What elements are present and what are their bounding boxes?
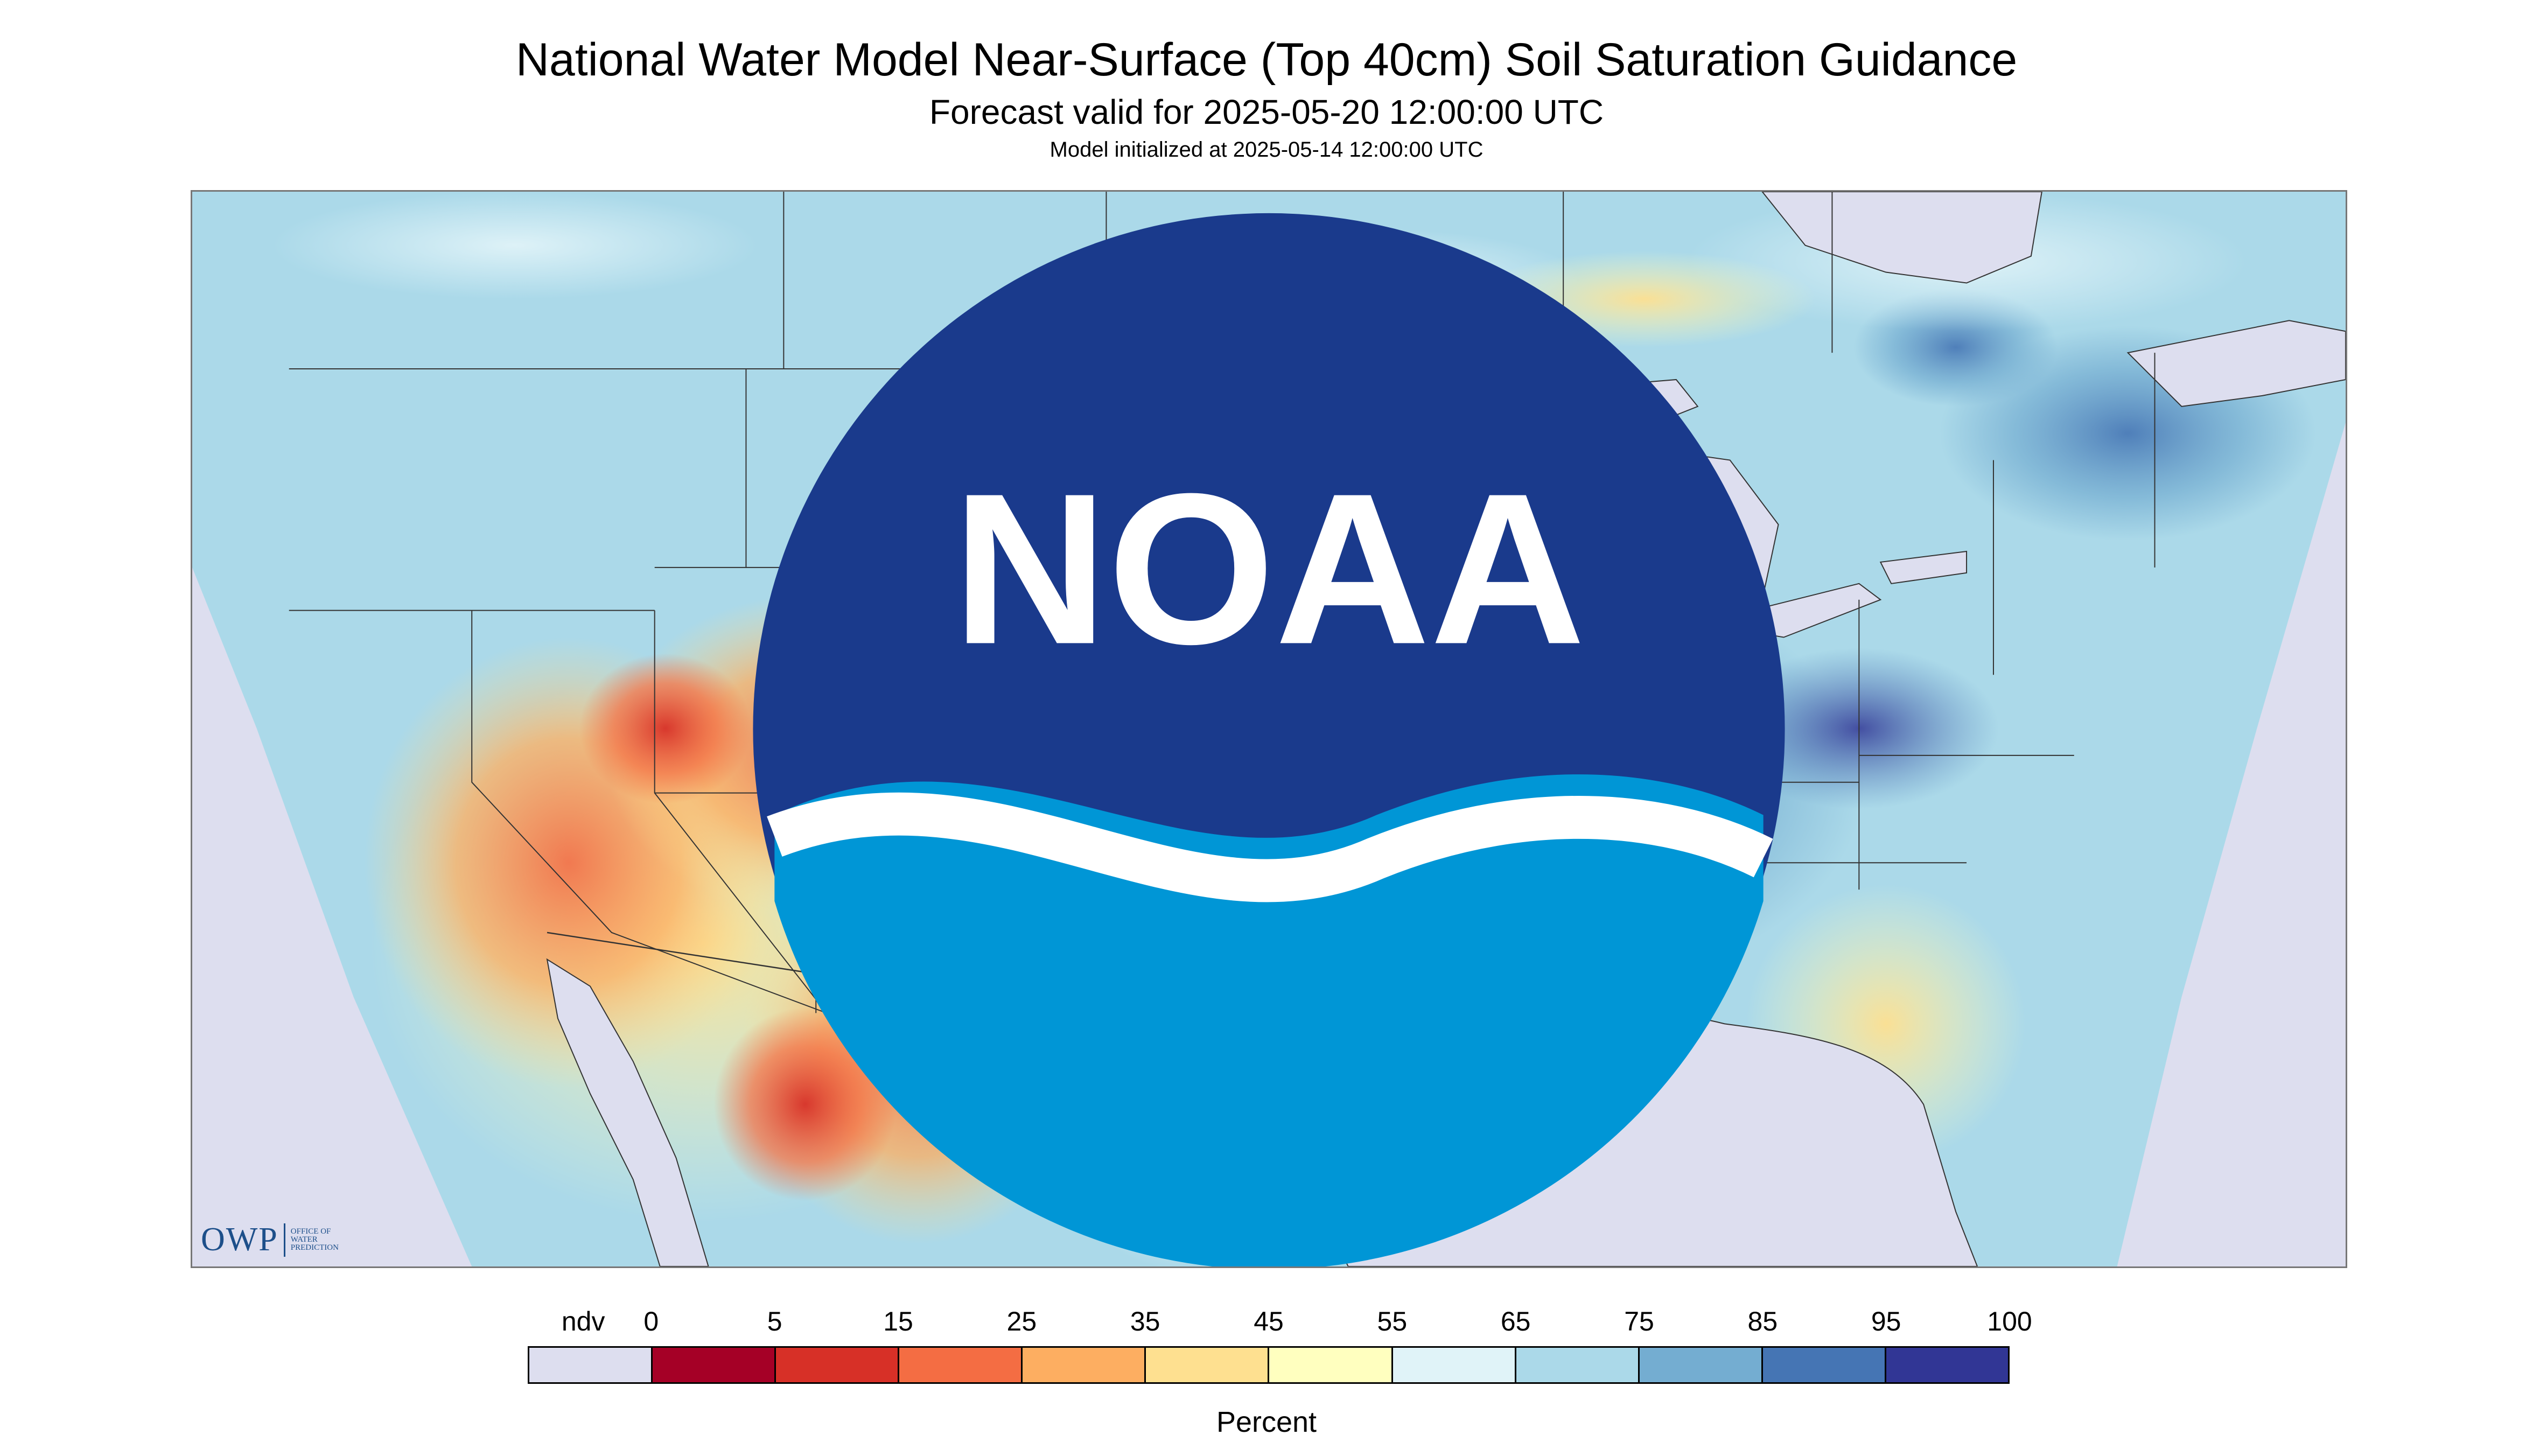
legend-swatch-0	[529, 1348, 653, 1382]
legend-swatch-4	[1023, 1348, 1146, 1382]
legend-tick-label: 35	[1130, 1306, 1160, 1336]
legend-tick-label: 0	[643, 1306, 659, 1336]
legend-tick-label: 95	[1871, 1306, 1901, 1336]
legend-swatch-9	[1639, 1348, 1763, 1382]
owp-logo-divider	[283, 1223, 285, 1257]
lake-ontario	[1879, 550, 1968, 584]
legend-tick-label: 75	[1624, 1306, 1654, 1336]
legend-tick-label: 55	[1377, 1306, 1408, 1336]
legend-swatch-11	[1886, 1348, 2008, 1382]
soil-saturation-map: OWP OFFICE OF WATER PREDICTION NOAA	[191, 190, 2347, 1268]
legend-swatch-7	[1393, 1348, 1516, 1382]
gulf-of-california	[546, 958, 709, 1266]
noaa-logo: NOAA	[753, 213, 1785, 1266]
legend-swatch-1	[653, 1348, 776, 1382]
legend-tick-label: 85	[1747, 1306, 1778, 1336]
legend-tick-label: 65	[1500, 1306, 1531, 1336]
map-title: National Water Model Near-Surface (Top 4…	[515, 34, 2018, 86]
legend-swatch-2	[776, 1348, 900, 1382]
legend-tick-label: 5	[767, 1306, 782, 1336]
legend-tick-label: 100	[1987, 1306, 2032, 1336]
legend-tick-label: 25	[1006, 1306, 1037, 1336]
owp-logo-letters: OWP	[201, 1221, 278, 1258]
owp-logo-subtext: OFFICE OF WATER PREDICTION	[290, 1227, 339, 1252]
forecast-valid-time: Forecast valid for 2025-05-20 12:00:00 U…	[929, 93, 1604, 131]
legend-swatch-5	[1146, 1348, 1270, 1382]
noaa-logo-text: NOAA	[953, 449, 1585, 689]
legend-swatch-8	[1516, 1348, 1640, 1382]
gulf-of-st-lawrence	[2126, 320, 2346, 407]
legend-swatch-3	[899, 1348, 1023, 1382]
legend-title: Percent	[1216, 1406, 1317, 1438]
owp-logo: OWP OFFICE OF WATER PREDICTION	[201, 1221, 339, 1259]
legend-tick-label: ndv	[561, 1306, 605, 1336]
model-init-time: Model initialized at 2025-05-14 12:00:00…	[1049, 138, 1484, 162]
legend-swatch-10	[1762, 1348, 1886, 1382]
legend-tick-label: 15	[883, 1306, 913, 1336]
legend-tick-labels: ndv 0 5 15 25 35 45 55 65 75 85 95 100	[0, 1306, 2533, 1338]
color-legend	[528, 1346, 2010, 1384]
legend-tick-label: 45	[1254, 1306, 1284, 1336]
legend-swatch-6	[1269, 1348, 1393, 1382]
